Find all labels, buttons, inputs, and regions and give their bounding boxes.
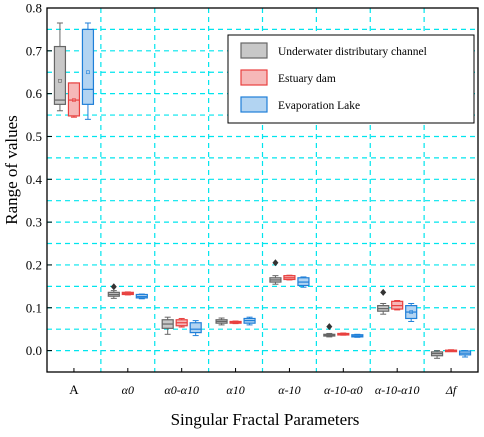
x-tick-label: α10 <box>226 383 244 397</box>
x-tick-label: α-10-α10 <box>375 383 420 397</box>
box-mean <box>72 98 76 102</box>
box-2-3 <box>243 316 256 326</box>
box-1-4 <box>283 274 296 281</box>
legend-label: Underwater distributary channel <box>278 46 427 58</box>
x-tick-label: α0-α10 <box>164 383 199 397</box>
box-0-4 <box>269 259 282 285</box>
y-tick-label: 0.0 <box>26 343 42 358</box>
y-tick-label: 0.8 <box>26 1 42 16</box>
box-2-5 <box>351 333 364 338</box>
legend: Underwater distributary channel Estuary d… <box>227 34 475 124</box>
legend-swatch <box>240 69 268 86</box>
box-1-7 <box>444 349 458 353</box>
box-2-6 <box>405 302 418 322</box>
legend-swatch <box>240 42 268 59</box>
box-1-6 <box>391 299 404 311</box>
box-1-0 <box>67 82 81 118</box>
box-1-3 <box>229 320 242 325</box>
y-tick-label: 0.5 <box>26 129 42 144</box>
y-tick-label: 0.7 <box>26 43 43 58</box>
y-tick-label: 0.1 <box>26 300 42 315</box>
outlier-point <box>110 283 117 291</box>
box-mean <box>409 310 413 314</box>
legend-label: Estuary dam <box>278 73 336 85</box>
box-1-2 <box>175 317 188 328</box>
axes: 0.0 0.1 0.2 0.3 0.4 0.5 0.6 0.7 0.8 A α0 α0-α10 α10 α… <box>26 1 479 397</box>
y-tick-label: 0.6 <box>26 86 43 101</box>
outlier-point <box>272 259 279 267</box>
box-2-0 <box>81 22 95 120</box>
legend-label: Evaporation Lake <box>278 100 360 112</box>
outlier-point <box>380 288 387 296</box>
y-tick-label: 0.3 <box>26 215 42 230</box>
legend-box <box>227 34 475 124</box>
grid <box>47 8 478 372</box>
box-mean <box>86 70 90 75</box>
box-2-2 <box>189 320 202 337</box>
x-tick-label: A <box>69 382 79 397</box>
box-2-4 <box>297 276 310 288</box>
x-axis-title: Singular Fractal Parameters <box>171 410 360 429</box>
outlier-point <box>326 323 333 331</box>
legend-swatch <box>240 96 268 113</box>
box-0-2 <box>161 316 174 335</box>
box-iqr <box>81 28 95 105</box>
box-2-7 <box>458 350 472 358</box>
y-axis-title: Range of values <box>2 115 21 225</box>
box-1-5 <box>337 332 350 336</box>
box-0-0 <box>53 22 67 112</box>
plot-marks <box>53 22 472 359</box>
y-tick-label: 0.2 <box>26 257 42 272</box>
box-1-1 <box>121 291 134 296</box>
box-0-5 <box>323 323 336 338</box>
y-tick-label: 0.4 <box>26 172 43 187</box>
box-mean <box>58 79 62 83</box>
x-tick-label: α0 <box>122 383 134 397</box>
x-tick-label: α-10 <box>278 383 300 397</box>
box-2-1 <box>135 293 148 300</box>
box-0-1 <box>107 283 120 299</box>
plot-frame <box>46 7 479 373</box>
box-0-3 <box>215 317 228 326</box>
box-0-6 <box>377 288 390 315</box>
box-0-7 <box>430 350 444 359</box>
x-tick-label: Δf <box>445 383 458 397</box>
box-iqr <box>53 45 67 105</box>
box-iqr <box>189 322 202 334</box>
x-tick-label: α-10-α0 <box>324 383 363 397</box>
box-iqr <box>67 82 81 117</box>
